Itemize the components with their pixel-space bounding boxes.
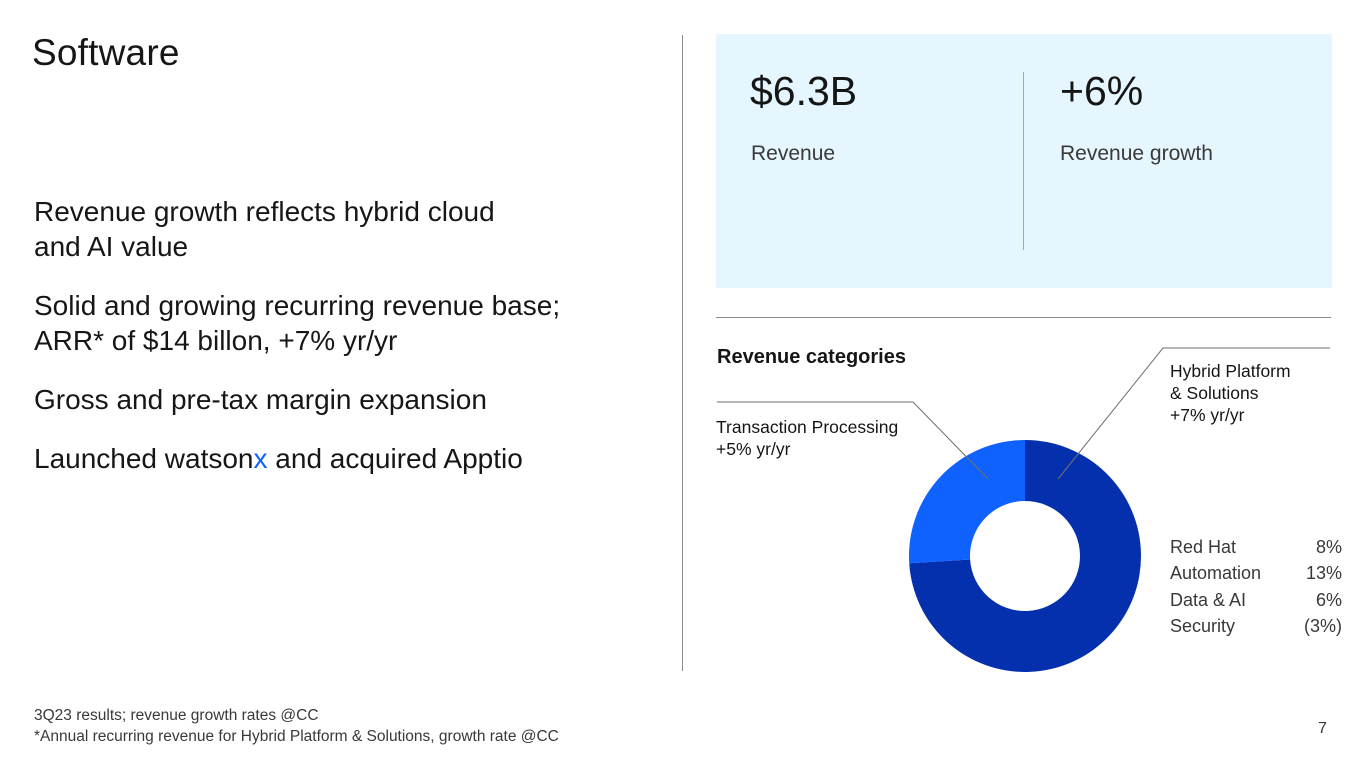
sub-breakdown-value: (3%) [1303, 616, 1342, 636]
page-number: 7 [1318, 720, 1327, 737]
sub-breakdown-row: Security (3%) [1170, 616, 1342, 637]
footnote: 3Q23 results; revenue growth rates @CC [34, 707, 319, 724]
section-divider [716, 317, 1331, 318]
transaction-segment-label: Transaction Processing +5% yr/yr [716, 416, 898, 460]
kpi-growth-label: Revenue growth [1060, 142, 1213, 165]
bullet-item: Solid and growing recurring revenue base… [34, 290, 561, 356]
transaction-growth: +5% yr/yr [716, 439, 791, 459]
transaction-label-line: Transaction Processing [716, 417, 899, 437]
kpi-revenue-label: Revenue [751, 142, 836, 165]
bullet-item: Revenue growth reflects hybrid cloud and… [34, 196, 495, 262]
revenue-categories-heading: Revenue categories [717, 346, 906, 368]
hybrid-growth: +7% yr/yr [1170, 405, 1245, 425]
hybrid-label-line: Hybrid Platform [1170, 361, 1291, 381]
hybrid-segment-label: Hybrid Platform & Solutions +7% yr/yr [1170, 360, 1291, 426]
hybrid-platform-slice [909, 440, 1141, 672]
bullet-text: Launched watson [34, 443, 254, 474]
sub-breakdown-row: Data & AI 6% [1170, 590, 1342, 611]
donut-group [909, 440, 1141, 672]
kpi-panel [716, 34, 1332, 288]
sub-breakdown-value: 13% [1305, 563, 1342, 583]
bullet-item: Gross and pre-tax margin expansion [34, 384, 487, 415]
bullet-item: Launched watsonx and acquired Apptio [34, 441, 654, 476]
sub-breakdown-name: Data & AI [1170, 590, 1247, 610]
transaction-processing-slice [909, 440, 1025, 564]
sub-breakdown-row: Automation 13% [1170, 563, 1342, 584]
sub-breakdown-value: 6% [1315, 590, 1342, 610]
hybrid-leader-line [1057, 347, 1330, 480]
kpi-growth-value: +6% [1060, 68, 1144, 114]
bullet-list: Revenue growth reflects hybrid cloud and… [34, 194, 654, 500]
sub-breakdown-row: Red Hat 8% [1170, 537, 1342, 558]
sub-breakdown-value: 8% [1315, 537, 1342, 557]
slide-title: Software [32, 32, 180, 73]
hybrid-label-line: & Solutions [1170, 383, 1259, 403]
transaction-leader-line [717, 401, 989, 480]
kpi-separator [1023, 72, 1024, 250]
kpi-revenue-value: $6.3B [750, 68, 858, 114]
bullet-text: and acquired Apptio [267, 443, 523, 474]
sub-breakdown-name: Red Hat [1170, 537, 1237, 557]
sub-breakdown-name: Security [1170, 616, 1236, 636]
watsonx-accent: x [253, 443, 268, 474]
vertical-divider [682, 35, 683, 671]
sub-breakdown-name: Automation [1170, 563, 1262, 583]
footnote: *Annual recurring revenue for Hybrid Pla… [34, 728, 559, 745]
